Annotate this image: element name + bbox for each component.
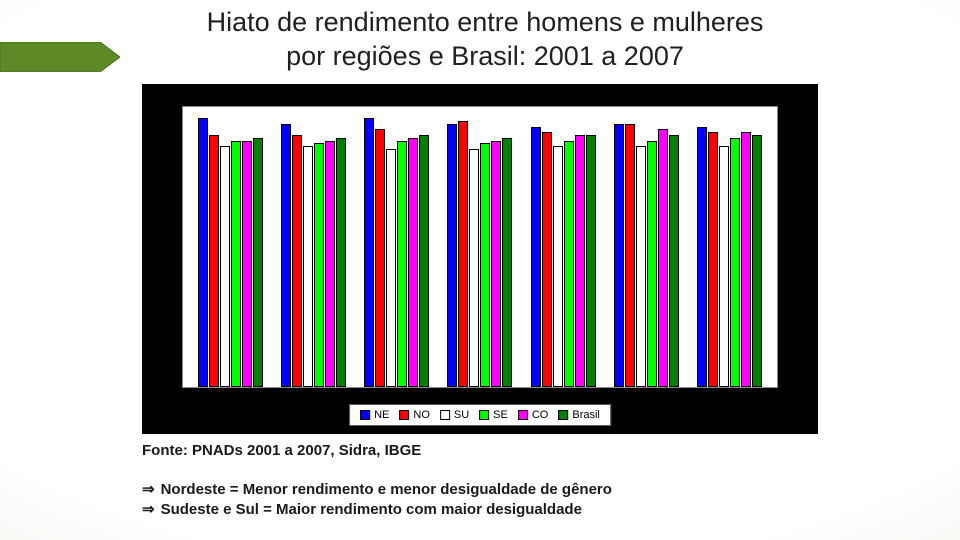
bar-brasil: [253, 138, 263, 387]
bar-se: [730, 138, 740, 387]
legend-label: NE: [374, 409, 389, 421]
bar-brasil: [336, 138, 346, 387]
legend-item: SU: [440, 409, 469, 421]
bar-ne: [697, 127, 707, 387]
legend-item: SE: [479, 409, 508, 421]
bar-su: [303, 146, 313, 387]
bullet-list: ⇒ Nordeste = Menor rendimento e menor de…: [142, 480, 612, 521]
bar-co: [491, 141, 501, 387]
bar-su: [469, 149, 479, 387]
bar-no: [292, 135, 302, 387]
legend-item: Brasil: [558, 409, 600, 421]
bar-brasil: [502, 138, 512, 387]
source-label: Fonte: PNADs 2001 a 2007, Sidra, IBGE: [142, 442, 421, 459]
legend-swatch: [558, 410, 568, 420]
bar-brasil: [752, 135, 762, 387]
bar-brasil: [586, 135, 596, 387]
legend-label: CO: [532, 409, 549, 421]
bar-no: [458, 121, 468, 387]
double-arrow-icon: ⇒: [142, 480, 155, 500]
legend-label: Brasil: [572, 409, 600, 421]
bar-no: [542, 132, 552, 387]
bar-se: [647, 141, 657, 387]
bar-brasil: [419, 135, 429, 387]
legend-item: NO: [399, 409, 430, 421]
bar-ne: [447, 124, 457, 387]
bar-co: [325, 141, 335, 387]
bar-co: [242, 141, 252, 387]
bar-se: [231, 141, 241, 387]
legend-swatch: [399, 410, 409, 420]
bullet-item: ⇒ Sudeste e Sul = Maior rendimento com m…: [142, 500, 612, 520]
bar-su: [386, 149, 396, 387]
bar-no: [375, 129, 385, 387]
bar-ne: [364, 118, 374, 387]
bullet-text: Nordeste = Menor rendimento e menor desi…: [161, 480, 612, 500]
bar-no: [209, 135, 219, 387]
bar-su: [636, 146, 646, 387]
legend-swatch: [518, 410, 528, 420]
decorative-ribbon: [0, 42, 120, 72]
bar-group: [697, 107, 762, 387]
bar-co: [408, 138, 418, 387]
bar-group: [447, 107, 512, 387]
legend-item: NE: [360, 409, 389, 421]
plot-area: [182, 106, 778, 388]
bar-ne: [614, 124, 624, 387]
bar-group: [281, 107, 346, 387]
bar-ne: [281, 124, 291, 387]
slide-title: Hiato de rendimento entre homens e mulhe…: [125, 6, 845, 74]
bar-co: [658, 129, 668, 387]
legend-swatch: [360, 410, 370, 420]
bar-se: [564, 141, 574, 387]
chart-legend: NE NO SU SE CO Brasil: [349, 404, 611, 426]
bar-ne: [198, 118, 208, 387]
bar-brasil: [669, 135, 679, 387]
plot-inner: [183, 107, 777, 387]
legend-label: SE: [493, 409, 508, 421]
legend-swatch: [440, 410, 450, 420]
bar-se: [480, 143, 490, 387]
legend-item: CO: [518, 409, 549, 421]
title-line-2: por regiões e Brasil: 2001 a 2007: [125, 40, 845, 74]
bar-group: [531, 107, 596, 387]
title-line-1: Hiato de rendimento entre homens e mulhe…: [125, 6, 845, 40]
bar-group: [198, 107, 263, 387]
double-arrow-icon: ⇒: [142, 500, 155, 520]
bar-su: [553, 146, 563, 387]
bar-co: [575, 135, 585, 387]
legend-label: SU: [454, 409, 469, 421]
bar-ne: [531, 127, 541, 387]
legend-label: NO: [413, 409, 430, 421]
bar-co: [741, 132, 751, 387]
bar-su: [220, 146, 230, 387]
bar-group: [614, 107, 679, 387]
bar-no: [625, 124, 635, 387]
bar-se: [314, 143, 324, 387]
bar-se: [397, 141, 407, 387]
bar-su: [719, 146, 729, 387]
bullet-item: ⇒ Nordeste = Menor rendimento e menor de…: [142, 480, 612, 500]
bar-group: [364, 107, 429, 387]
legend-swatch: [479, 410, 489, 420]
chart-card: NE NO SU SE CO Brasil: [142, 84, 818, 434]
bullet-text: Sudeste e Sul = Maior rendimento com mai…: [161, 500, 582, 520]
bar-no: [708, 132, 718, 387]
